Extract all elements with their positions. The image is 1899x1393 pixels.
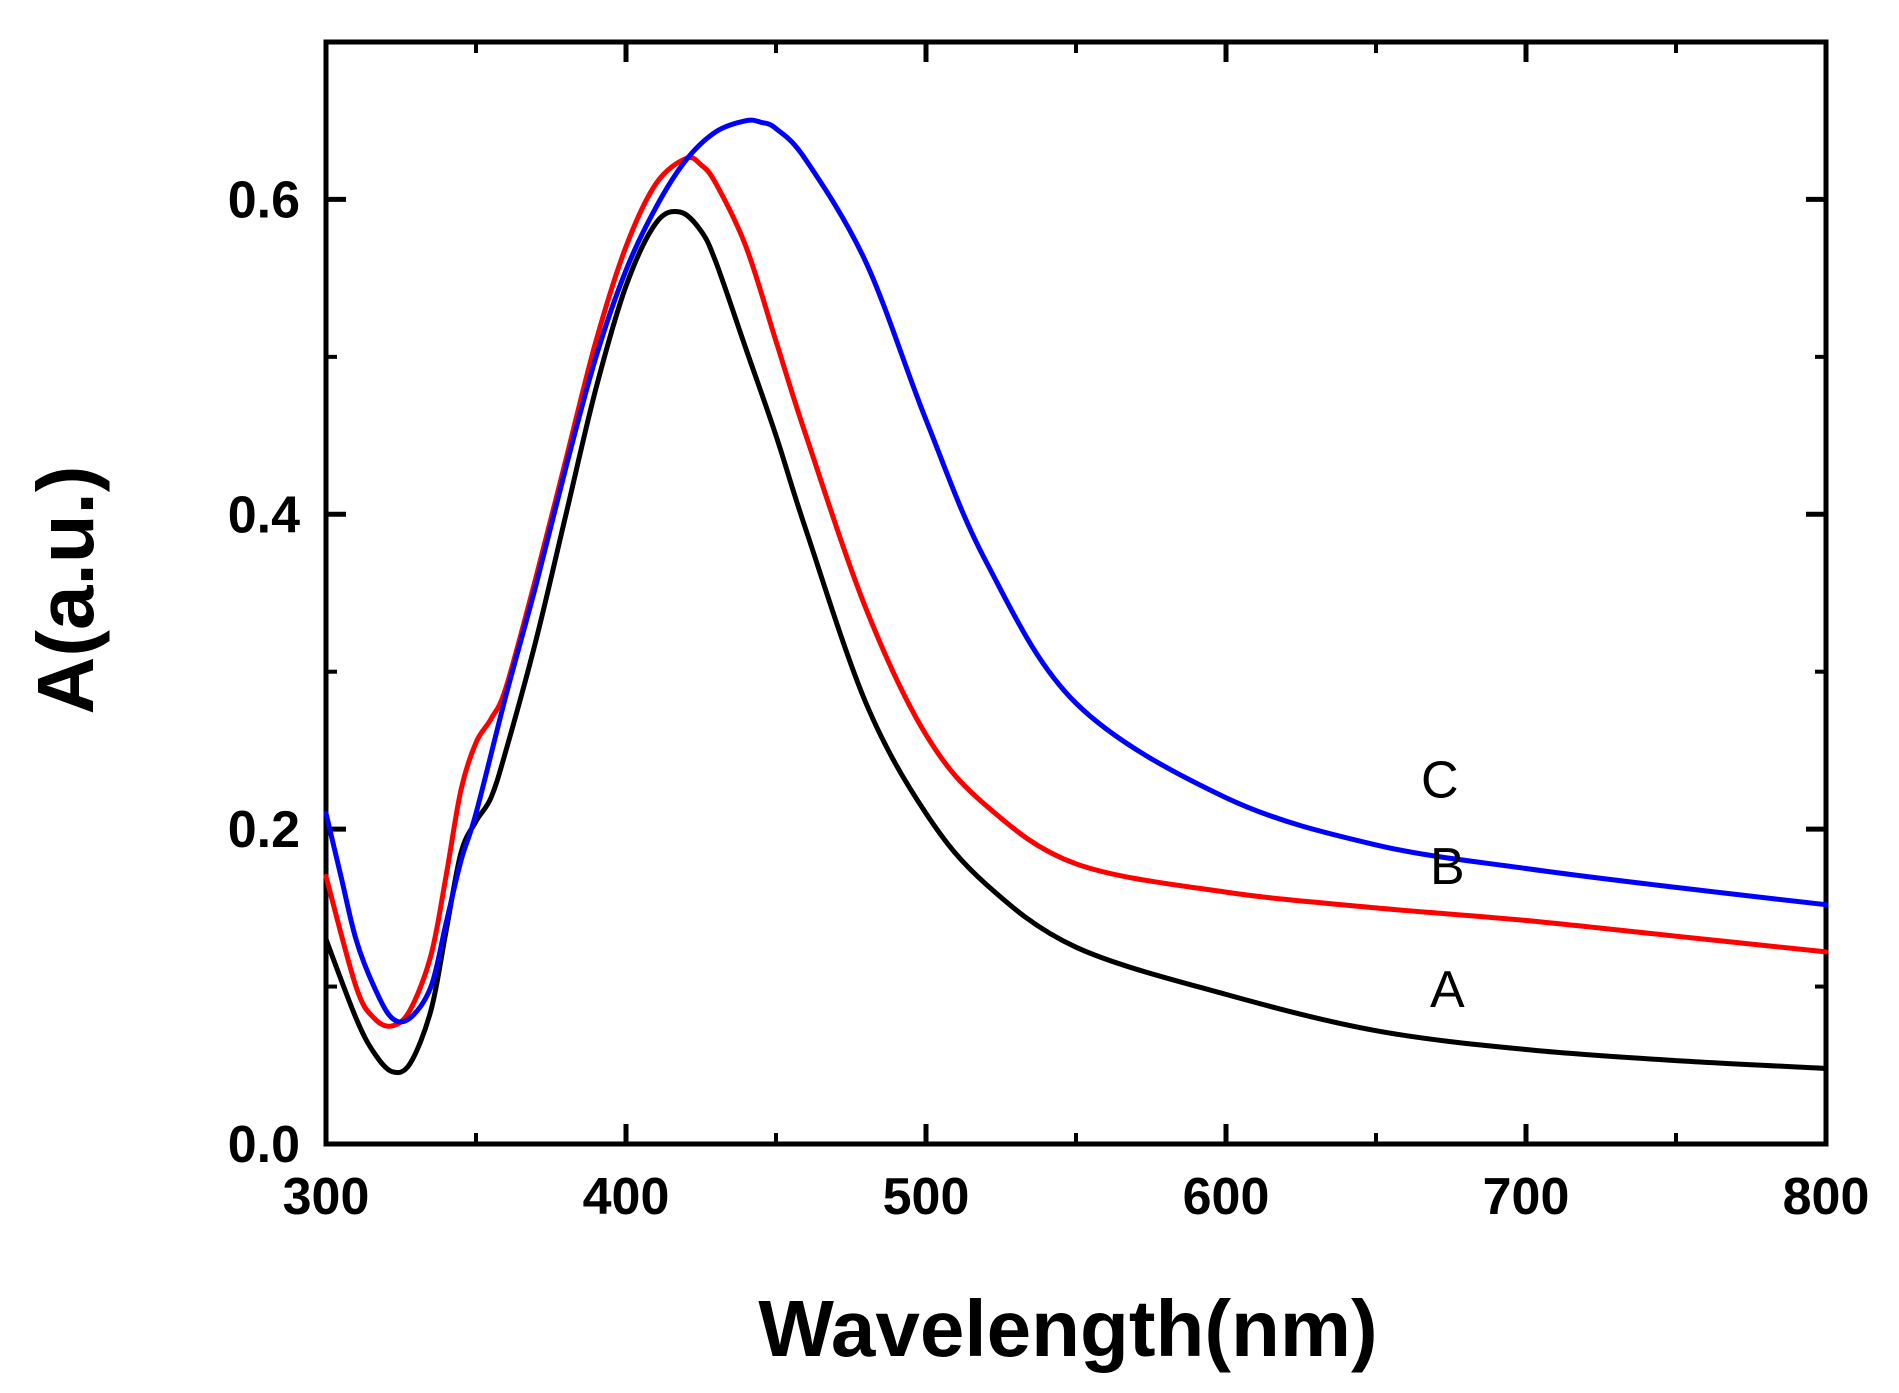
y-tick-label: 0.6 — [228, 171, 300, 229]
curve-label-a: A — [1430, 961, 1465, 1019]
x-tick-label: 500 — [883, 1168, 970, 1226]
x-tick-label: 700 — [1483, 1168, 1570, 1226]
plot-frame — [323, 39, 1829, 1147]
y-tick-label: 0.2 — [228, 801, 300, 859]
curve-label-c: C — [1421, 752, 1459, 810]
series-line-b — [323, 155, 1829, 1029]
axes-layer: 300 400 500 600 700 800 0.0 0.2 0.4 0.6 — [228, 39, 1870, 1226]
curve-label-b: B — [1430, 838, 1465, 896]
y-axis-label: A(a.u.) — [21, 466, 110, 715]
x-axis-label: Wavelength(nm) — [758, 1284, 1377, 1373]
x-tick-label: 800 — [1783, 1168, 1870, 1226]
annotation-layer: CB A — [1421, 752, 1465, 1019]
series-line-a — [323, 208, 1829, 1076]
series-layer — [323, 117, 1829, 1076]
x-tick-label: 600 — [1183, 1168, 1270, 1226]
x-tick-label: 300 — [283, 1168, 370, 1226]
series-line-c — [323, 117, 1829, 1025]
x-tick-label: 400 — [583, 1168, 670, 1226]
y-tick-label: 0.4 — [228, 486, 300, 544]
y-tick-label: 0.0 — [228, 1116, 300, 1174]
